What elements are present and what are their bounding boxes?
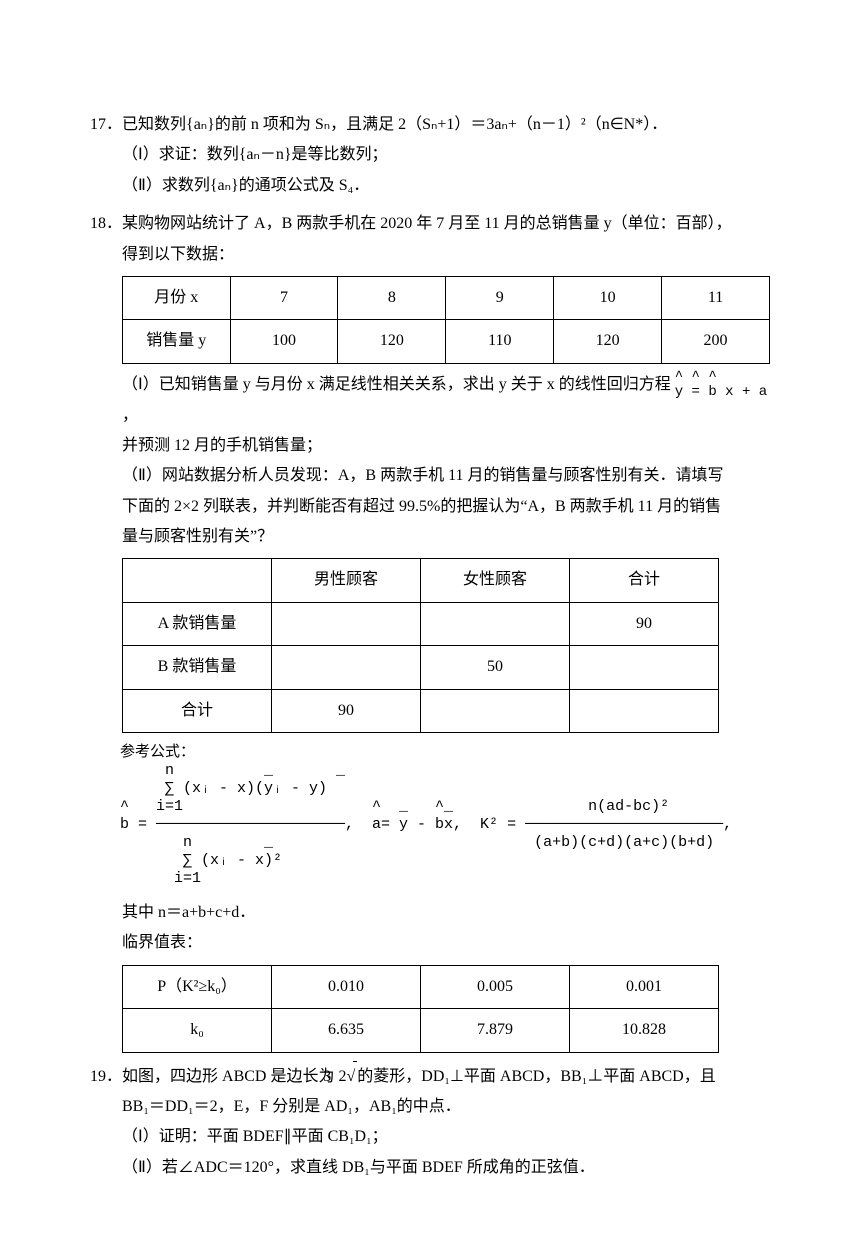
p18-stem1: 18．某购物网站统计了 A，B 两款手机在 2020 年 7 月至 11 月的总…: [90, 209, 770, 239]
p18-crit-label: 临界值表：: [90, 928, 770, 958]
p18-table2: 男性顾客 女性顾客 合计 A 款销售量 90 B 款销售量 50 合计 90: [122, 558, 719, 733]
fb-line: b = ─────────────────────, a= y - bx, K²…: [120, 816, 732, 833]
p19-num: 19．: [90, 1068, 122, 1085]
t3-r2: 7.879: [421, 1009, 570, 1052]
t2-r0c1: [272, 602, 421, 645]
p19-stem1: 19．如图，四边形 ABCD 是边长为 2√3的菱形，DD₁⊥平面 ABCD，B…: [90, 1061, 770, 1092]
t3-r3: 10.828: [570, 1009, 719, 1052]
fb-bot3: i=1: [120, 870, 201, 887]
p19-stem1a: 如图，四边形 ABCD 是边长为 2: [122, 1068, 346, 1085]
t1-h4: 10: [554, 276, 662, 319]
p18-part2b: 下面的 2×2 列联表，并判断能否有超过 99.5%的把握认为“A，B 两款手机…: [90, 492, 770, 522]
fb-bot1: n _ (a+b)(c+d)(a+c)(b+d): [120, 834, 714, 851]
t2-h1: 男性顾客: [272, 559, 421, 602]
p18-part1a-text: （Ⅰ）已知销售量 y 与月份 x 满足线性相关关系，求出 y 关于 x 的线性回…: [122, 376, 671, 393]
t2-r2c2: [421, 689, 570, 732]
regression-formula: ^ ^ ^y = b x + a: [675, 370, 767, 401]
p17-stem-text: 已知数列{aₙ}的前 n 项和为 Sₙ，且满足 2（Sₙ+1）＝3aₙ+（n－1…: [122, 116, 667, 133]
p18-table3: P（K²≥k₀） 0.010 0.005 0.001 k₀ 6.635 7.87…: [122, 965, 719, 1053]
p18-part2a: （Ⅱ）网站数据分析人员发现：A，B 两款手机 11 月的销售量与顾客性别有关．请…: [90, 461, 770, 491]
p18-part1a: （Ⅰ）已知销售量 y 与月份 x 满足线性相关关系，求出 y 关于 x 的线性回…: [90, 370, 770, 431]
p17-part1: （Ⅰ）求证：数列{aₙ－n}是等比数列；: [90, 140, 770, 170]
fb-bot2: ∑ (xᵢ - x)²: [120, 852, 282, 869]
fb-mid1: ∑ (xᵢ - x)(yᵢ - y): [120, 780, 327, 797]
p19-part1: （Ⅰ）证明：平面 BDEF∥平面 CB₁D₁；: [90, 1122, 770, 1152]
p18-num: 18．: [90, 215, 122, 232]
t2-h0: [123, 559, 272, 602]
t1-r5: 200: [662, 320, 770, 363]
t2-h3: 合计: [570, 559, 719, 602]
p18-part2c: 量与顾客性别有关”？: [90, 522, 770, 552]
t3-r1: 6.635: [272, 1009, 421, 1052]
fb-mid2: ^ i=1 ^ _ ^_ n(ad-bc)²: [120, 798, 669, 815]
t2-r1c1: [272, 646, 421, 689]
formula-label: 参考公式：: [120, 744, 195, 760]
reference-formula: 参考公式： n _ _ ∑ (xᵢ - x)(yᵢ - y) ^ i=1 ^ _…: [90, 743, 770, 888]
fb-top: n _ _: [120, 762, 345, 779]
p18-where: 其中 n＝a+b+c+d．: [90, 898, 770, 928]
p17-part2: （Ⅱ）求数列{aₙ}的通项公式及 S₄．: [90, 171, 770, 201]
t3-h2: 0.005: [421, 965, 570, 1008]
t2-r1c2: 50: [421, 646, 570, 689]
p17-stem: 17．已知数列{aₙ}的前 n 项和为 Sₙ，且满足 2（Sₙ+1）＝3aₙ+（…: [90, 110, 770, 140]
t3-h1: 0.010: [272, 965, 421, 1008]
p18-part1b: 并预测 12 月的手机销售量；: [90, 431, 770, 461]
comma: ，: [122, 407, 138, 424]
t1-r4: 120: [554, 320, 662, 363]
t2-r1c3: [570, 646, 719, 689]
p18-table1: 月份 x 7 8 9 10 11 销售量 y 100 120 110 120 2…: [122, 276, 770, 364]
table-row: A 款销售量 90: [123, 602, 719, 645]
problem-19: 19．如图，四边形 ABCD 是边长为 2√3的菱形，DD₁⊥平面 ABCD，B…: [90, 1061, 770, 1184]
p19-stem2: BB₁＝DD₁＝2，E，F 分别是 AD₁，AB₁的中点．: [90, 1092, 770, 1122]
t2-h2: 女性顾客: [421, 559, 570, 602]
t2-r0c0: A 款销售量: [123, 602, 272, 645]
t3-h0: P（K²≥k₀）: [123, 965, 272, 1008]
p18-stem2: 得到以下数据：: [90, 240, 770, 270]
table-row: B 款销售量 50: [123, 646, 719, 689]
p17-num: 17．: [90, 116, 122, 133]
table-row: P（K²≥k₀） 0.010 0.005 0.001: [123, 965, 719, 1008]
reg-bot: y = b x + a: [675, 384, 767, 400]
t3-h3: 0.001: [570, 965, 719, 1008]
t3-r0: k₀: [123, 1009, 272, 1052]
t1-r3: 110: [446, 320, 554, 363]
p19-part2: （Ⅱ）若∠ADC＝120°，求直线 DB₁与平面 BDEF 所成角的正弦值．: [90, 1153, 770, 1183]
t1-r1: 100: [230, 320, 338, 363]
t1-r2: 120: [338, 320, 446, 363]
t2-r0c2: [421, 602, 570, 645]
problem-17: 17．已知数列{aₙ}的前 n 项和为 Sₙ，且满足 2（Sₙ+1）＝3aₙ+（…: [90, 110, 770, 201]
p18-stem1-text: 某购物网站统计了 A，B 两款手机在 2020 年 7 月至 11 月的总销售量…: [122, 215, 732, 232]
t1-h1: 7: [230, 276, 338, 319]
t2-r0c3: 90: [570, 602, 719, 645]
reg-top: ^ ^ ^: [675, 369, 717, 385]
table-row: 男性顾客 女性顾客 合计: [123, 559, 719, 602]
t1-h5: 11: [662, 276, 770, 319]
t2-r2c3: [570, 689, 719, 732]
table-row: 合计 90: [123, 689, 719, 732]
table-row: k₀ 6.635 7.879 10.828: [123, 1009, 719, 1052]
t1-h2: 8: [338, 276, 446, 319]
t1-h0: 月份 x: [123, 276, 231, 319]
table-row: 月份 x 7 8 9 10 11: [123, 276, 770, 319]
p19-stem1b: 的菱形，DD₁⊥平面 ABCD，BB₁⊥平面 ABCD，且: [357, 1068, 715, 1085]
t2-r1c0: B 款销售量: [123, 646, 272, 689]
t2-r2c1: 90: [272, 689, 421, 732]
t2-r2c0: 合计: [123, 689, 272, 732]
table-row: 销售量 y 100 120 110 120 200: [123, 320, 770, 363]
problem-18: 18．某购物网站统计了 A，B 两款手机在 2020 年 7 月至 11 月的总…: [90, 209, 770, 1052]
t1-r0: 销售量 y: [123, 320, 231, 363]
t1-h3: 9: [446, 276, 554, 319]
